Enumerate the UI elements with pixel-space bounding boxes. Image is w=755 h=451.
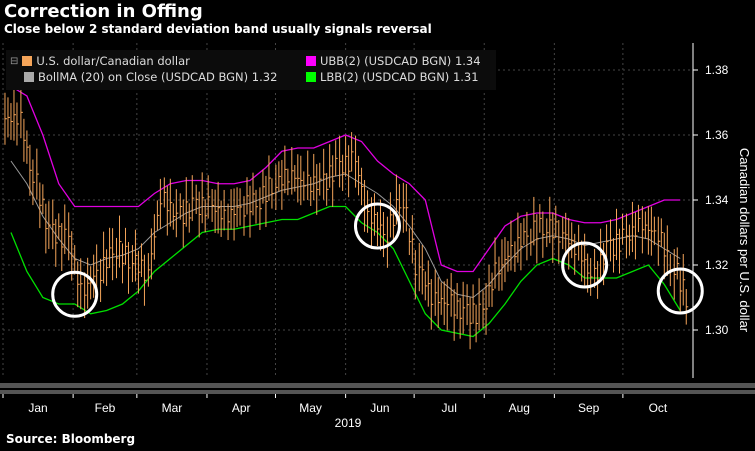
- legend-item-ubb: UBB(2) (USDCAD BGN) 1.34: [306, 54, 481, 68]
- chart-subtitle: Close below 2 standard deviation band us…: [4, 22, 432, 36]
- legend-label: U.S. dollar/Canadian dollar: [36, 54, 190, 68]
- y-tick-label: 1.38: [705, 63, 729, 77]
- x-tick-label: Jun: [370, 401, 389, 415]
- highlight-circle: [353, 202, 401, 250]
- legend-swatch: [306, 56, 316, 66]
- x-tick-label: Sep: [578, 401, 600, 415]
- x-tick-label: Jan: [28, 401, 47, 415]
- legend-item-lbb: LBB(2) (USDCAD BGN) 1.31: [306, 70, 479, 84]
- x-tick-label: May: [299, 401, 322, 415]
- highlight-circle: [51, 270, 99, 318]
- y-tick-label: 1.30: [705, 323, 729, 337]
- x-tick-label: Oct: [649, 401, 668, 415]
- x-tick-label: Mar: [162, 401, 183, 415]
- x-tick-label: Apr: [232, 401, 251, 415]
- highlight-circle: [561, 241, 609, 289]
- x-axis-label: 2019: [335, 416, 362, 430]
- legend-swatch: [24, 72, 34, 82]
- highlight-circle: [656, 267, 704, 315]
- legend-item-bollma: BollMA (20) on Close (USDCAD BGN) 1.32: [24, 70, 277, 84]
- legend-swatch: [306, 72, 316, 82]
- legend-label: BollMA (20) on Close (USDCAD BGN) 1.32: [38, 70, 278, 84]
- x-tick-label: Aug: [509, 401, 530, 415]
- y-tick-label: 1.36: [705, 128, 729, 142]
- scrollbar: [0, 383, 755, 388]
- x-tick-label: Feb: [95, 401, 116, 415]
- y-tick-label: 1.34: [705, 193, 729, 207]
- legend-label: LBB(2) (USDCAD BGN) 1.31: [320, 70, 479, 84]
- y-tick-label: 1.32: [705, 258, 729, 272]
- scrollbar: [0, 390, 755, 394]
- chart-title: Correction in Offing: [4, 1, 203, 22]
- legend-item-price: ⊟ U.S. dollar/Canadian dollar: [10, 54, 190, 68]
- y-axis-label: Canadian dollars per U.S. dollar: [737, 148, 752, 333]
- legend: ⊟ U.S. dollar/Canadian dollar BollMA (20)…: [6, 50, 496, 90]
- legend-label: UBB(2) (USDCAD BGN) 1.34: [320, 54, 481, 68]
- x-tick-label: Jul: [442, 401, 457, 415]
- legend-swatch: [22, 56, 33, 66]
- source-note: Source: Bloomberg: [6, 432, 136, 446]
- lower-band-line: [10, 205, 681, 338]
